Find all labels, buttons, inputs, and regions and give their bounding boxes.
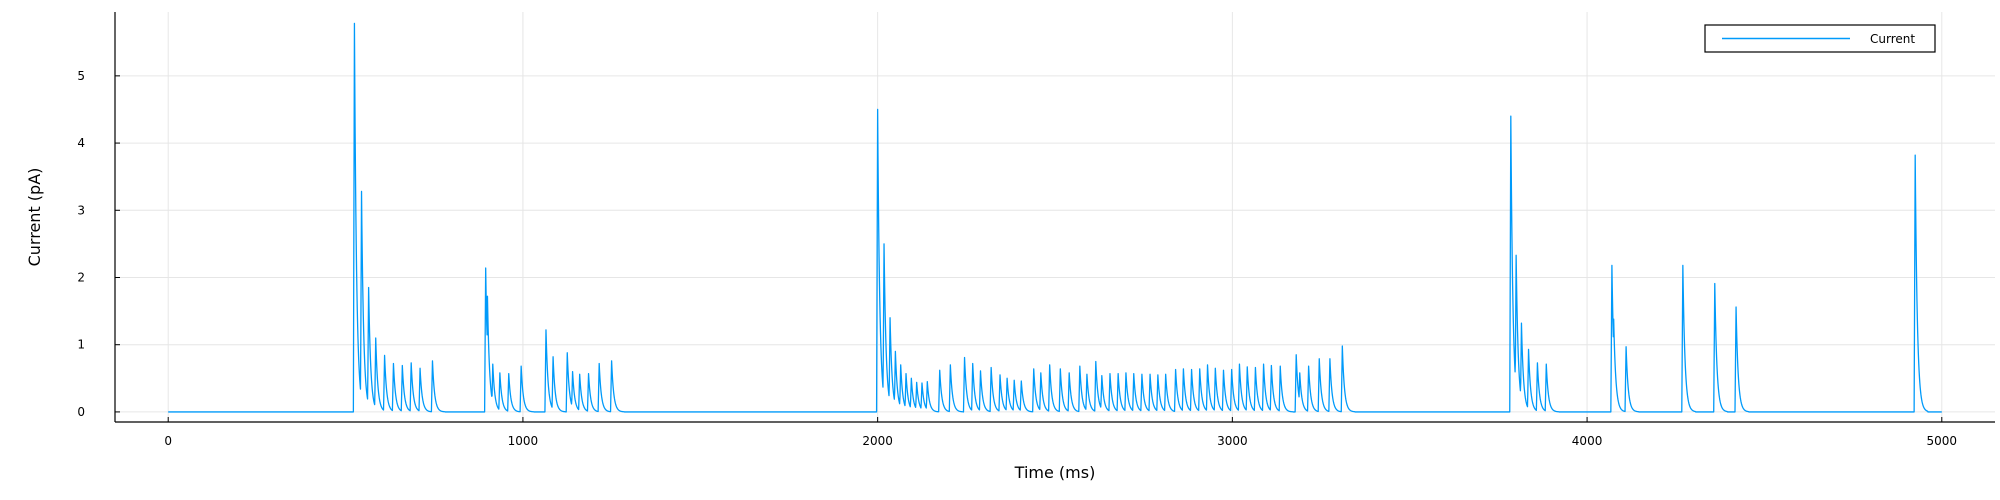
y-tick-label-0: 0 xyxy=(77,405,85,419)
x-ticks: 0 1000 2000 3000 4000 5000 xyxy=(164,417,1957,448)
x-axis-title: Time (ms) xyxy=(1014,463,1096,482)
x-tick-label-5: 5000 xyxy=(1927,434,1958,448)
series-layer xyxy=(167,22,1943,413)
y-tick-label-4: 4 xyxy=(77,136,85,150)
y-tick-label-1: 1 xyxy=(77,338,85,352)
legend-label-current: Current xyxy=(1870,32,1915,46)
x-tick-label-3: 3000 xyxy=(1217,434,1248,448)
series-line-current xyxy=(167,22,1943,413)
x-tick-label-1: 1000 xyxy=(508,434,539,448)
y-tick-label-5: 5 xyxy=(77,69,85,83)
axes xyxy=(114,12,1995,423)
y-ticks: 0 1 2 3 4 5 xyxy=(77,69,120,419)
x-tick-label-0: 0 xyxy=(164,434,172,448)
y-tick-label-2: 2 xyxy=(77,270,85,284)
grid-lines xyxy=(115,12,1995,422)
x-tick-label-4: 4000 xyxy=(1572,434,1603,448)
y-tick-label-3: 3 xyxy=(77,203,85,217)
legend: Current xyxy=(1704,24,1936,53)
y-axis-title: Current (pA) xyxy=(25,168,44,267)
x-tick-label-2: 2000 xyxy=(862,434,893,448)
